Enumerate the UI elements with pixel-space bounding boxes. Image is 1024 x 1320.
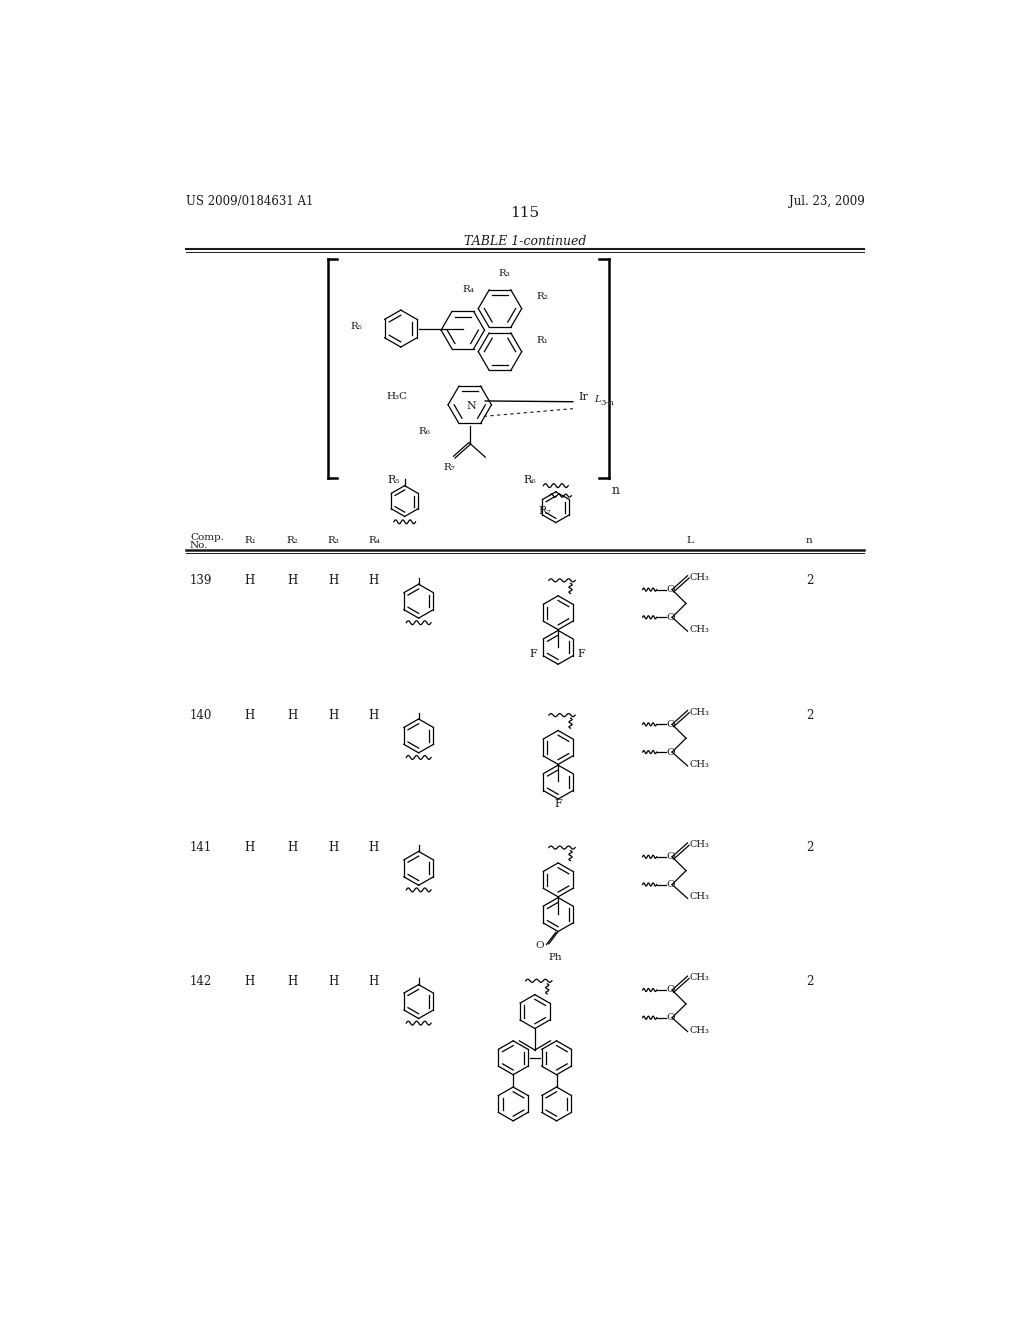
Text: H: H [328, 709, 338, 722]
Text: CH₃: CH₃ [689, 892, 709, 902]
Text: 115: 115 [510, 206, 540, 220]
Text: Ph: Ph [548, 953, 562, 962]
Text: R₂: R₂ [287, 536, 299, 545]
Text: O: O [667, 880, 675, 888]
Text: 2: 2 [806, 841, 813, 854]
Text: H: H [369, 574, 379, 587]
Text: 2: 2 [806, 574, 813, 587]
Text: H: H [328, 974, 338, 987]
Text: O: O [667, 747, 675, 756]
Text: H: H [245, 574, 255, 587]
Text: H: H [287, 841, 297, 854]
Text: H: H [328, 574, 338, 587]
Text: H: H [245, 709, 255, 722]
Text: CH₃: CH₃ [689, 973, 709, 982]
Text: R₆: R₆ [523, 475, 536, 486]
Text: H: H [245, 974, 255, 987]
Text: R₇: R₇ [443, 463, 456, 473]
Text: H: H [369, 841, 379, 854]
Text: R₆: R₆ [419, 428, 430, 436]
Text: R₄: R₄ [369, 536, 380, 545]
Text: 139: 139 [190, 574, 212, 587]
Text: R₅: R₅ [388, 475, 400, 486]
Text: US 2009/0184631 A1: US 2009/0184631 A1 [186, 195, 313, 209]
Text: CH₃: CH₃ [689, 573, 709, 582]
Text: 142: 142 [190, 974, 212, 987]
Text: N: N [467, 401, 476, 412]
Text: 2: 2 [806, 709, 813, 722]
Text: O: O [536, 941, 544, 950]
Text: H: H [287, 709, 297, 722]
Text: n: n [611, 484, 620, 498]
Text: n: n [806, 536, 813, 545]
Text: O: O [667, 585, 675, 594]
Text: R₃: R₃ [328, 536, 340, 545]
Text: 140: 140 [190, 709, 212, 722]
Text: O: O [667, 612, 675, 622]
Text: Ir: Ir [579, 392, 589, 403]
Text: O: O [667, 719, 675, 729]
Text: F: F [578, 648, 586, 659]
Text: O: O [667, 1014, 675, 1022]
Text: O: O [667, 853, 675, 861]
Text: 141: 141 [190, 841, 212, 854]
Text: H: H [287, 574, 297, 587]
Text: 3-n: 3-n [601, 399, 614, 408]
Text: CH₃: CH₃ [689, 1026, 709, 1035]
Text: L: L [686, 536, 693, 545]
Text: L: L [595, 395, 601, 404]
Text: CH₃: CH₃ [689, 626, 709, 634]
Text: R₃: R₃ [498, 269, 510, 279]
Text: O: O [667, 986, 675, 994]
Text: H: H [287, 974, 297, 987]
Text: R₁: R₁ [537, 337, 548, 346]
Text: CH₃: CH₃ [689, 840, 709, 849]
Text: H: H [245, 841, 255, 854]
Text: R₇: R₇ [539, 506, 552, 516]
Text: R₅: R₅ [350, 322, 362, 331]
Text: Comp.: Comp. [190, 533, 224, 543]
Text: F: F [554, 799, 562, 809]
Text: H: H [369, 974, 379, 987]
Text: R₁: R₁ [245, 536, 256, 545]
Text: H₃C: H₃C [387, 392, 408, 401]
Text: H: H [328, 841, 338, 854]
Text: R₂: R₂ [537, 292, 548, 301]
Text: No.: No. [190, 541, 209, 550]
Text: CH₃: CH₃ [689, 708, 709, 717]
Text: Jul. 23, 2009: Jul. 23, 2009 [788, 195, 864, 209]
Text: CH₃: CH₃ [689, 760, 709, 768]
Text: F: F [529, 648, 538, 659]
Text: TABLE 1-continued: TABLE 1-continued [464, 235, 586, 248]
Text: R₄: R₄ [463, 285, 474, 293]
Text: 2: 2 [806, 974, 813, 987]
Text: H: H [369, 709, 379, 722]
